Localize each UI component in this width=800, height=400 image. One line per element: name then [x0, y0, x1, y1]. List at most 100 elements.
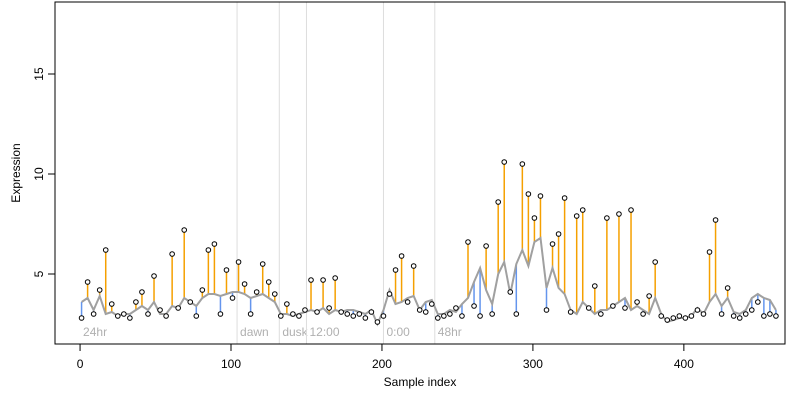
data-point: [640, 311, 646, 317]
annotation-label: dusk: [282, 325, 308, 339]
data-point: [145, 311, 151, 317]
data-point: [748, 307, 755, 313]
data-point: [356, 311, 363, 317]
data-point: [592, 283, 598, 289]
data-point: [706, 249, 713, 255]
data-point: [767, 311, 773, 317]
data-point: [646, 293, 652, 299]
data-point: [314, 309, 320, 315]
data-point: [773, 313, 779, 319]
data-point: [507, 289, 514, 295]
data-point: [193, 313, 200, 319]
data-point: [199, 287, 206, 293]
data-point: [235, 259, 242, 265]
data-point: [108, 301, 115, 307]
data-point: [549, 241, 556, 247]
data-point: [163, 313, 169, 319]
data-point: [302, 307, 308, 313]
data-point: [712, 217, 719, 223]
x-axis-label: Sample index: [384, 375, 457, 389]
data-point: [742, 311, 749, 317]
plot-frame: [54, 1, 786, 345]
data-point: [736, 315, 743, 321]
data-point: [404, 299, 411, 305]
data-point: [187, 299, 194, 305]
data-point: [223, 267, 230, 273]
data-point: [90, 311, 97, 317]
data-point: [265, 279, 272, 285]
data-point: [151, 273, 157, 279]
data-point: [398, 253, 405, 259]
data-point: [392, 267, 399, 273]
data-point: [296, 313, 302, 319]
data-point: [332, 275, 338, 281]
data-point: [368, 309, 375, 315]
annotation-label: 48hr: [438, 325, 462, 339]
data-point: [169, 251, 175, 257]
data-point: [338, 309, 345, 315]
data-point: [259, 261, 266, 267]
data-point: [175, 305, 181, 311]
data-point: [380, 313, 387, 319]
data-point: [139, 289, 145, 295]
data-point: [121, 311, 127, 317]
y-tick-label: 10: [32, 167, 46, 181]
data-point: [320, 277, 326, 283]
data-point: [477, 313, 483, 319]
data-point: [428, 301, 435, 307]
data-point: [610, 303, 616, 309]
data-point: [718, 311, 725, 317]
data-point: [501, 159, 508, 165]
data-point: [78, 315, 85, 321]
y-tick-label: 5: [32, 270, 46, 277]
data-point: [127, 315, 133, 321]
data-point: [284, 301, 290, 307]
data-point: [622, 305, 628, 311]
data-point: [616, 211, 622, 217]
data-point: [253, 289, 260, 295]
data-point: [290, 311, 296, 317]
data-point: [483, 243, 489, 249]
data-point: [555, 231, 562, 237]
data-point: [682, 315, 689, 321]
data-point: [344, 311, 351, 317]
data-point: [181, 227, 188, 233]
data-point: [604, 215, 610, 221]
x-tick-label: 300: [523, 357, 543, 371]
data-point: [634, 299, 640, 305]
data-point: [652, 259, 658, 265]
data-point: [519, 161, 526, 167]
data-point: [724, 285, 731, 291]
annotation-label: 0:00: [386, 325, 410, 339]
fit-line: [81, 236, 777, 327]
data-point: [694, 307, 701, 313]
data-point: [628, 207, 634, 213]
data-point: [247, 311, 254, 317]
x-tick-label: 400: [674, 357, 694, 371]
data-point: [308, 277, 314, 283]
data-point: [447, 311, 453, 317]
data-point: [658, 313, 665, 319]
data-point: [211, 241, 218, 247]
data-point: [453, 305, 459, 311]
data-point: [664, 317, 671, 323]
data-point: [84, 279, 91, 285]
data-point: [435, 315, 441, 321]
data-point: [96, 287, 103, 293]
data-point: [271, 291, 278, 297]
data-point: [531, 215, 538, 221]
data-point: [465, 239, 471, 245]
data-point: [229, 295, 236, 301]
data-point: [537, 193, 544, 199]
data-point: [688, 313, 695, 319]
annotation-label: dawn: [240, 325, 269, 339]
data-point: [471, 303, 477, 309]
data-point: [755, 299, 761, 305]
data-point: [561, 195, 568, 201]
data-point: [278, 313, 284, 319]
data-point: [598, 311, 604, 317]
annotation-label: 24hr: [83, 325, 107, 339]
x-tick-label: 100: [221, 357, 241, 371]
data-point: [350, 313, 357, 319]
